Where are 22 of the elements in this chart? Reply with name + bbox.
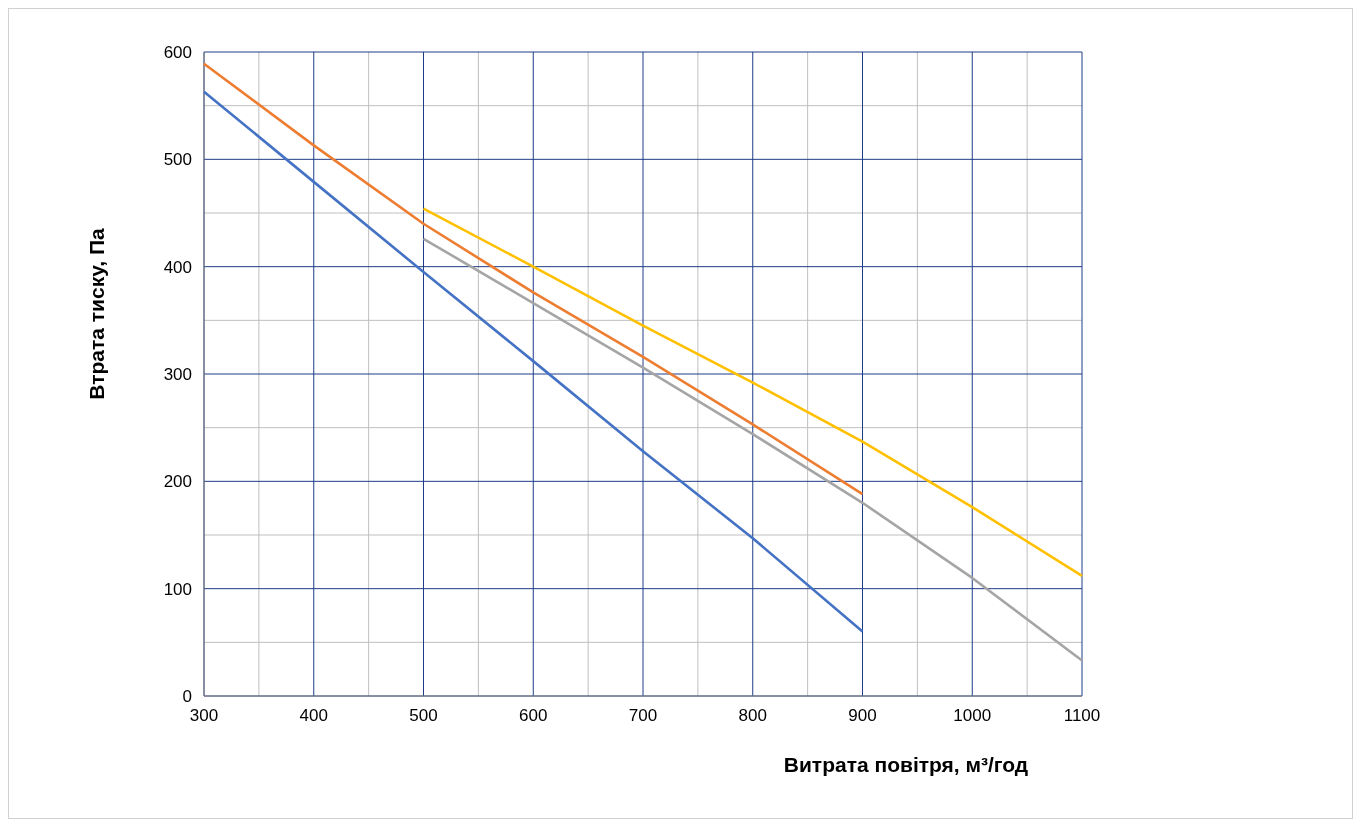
- y-tick-label: 400: [163, 257, 192, 277]
- x-tick-label: 1000: [953, 706, 992, 725]
- x-tick-label: 600: [519, 706, 548, 725]
- line-series: [202, 90, 864, 633]
- line-series: [422, 237, 1084, 662]
- line-series: [422, 207, 1084, 578]
- x-tick-label: 700: [628, 706, 658, 725]
- x-tick-label: 900: [848, 706, 877, 725]
- y-tick-label: 0: [182, 687, 192, 706]
- y-tick-label: 200: [163, 472, 192, 492]
- x-tick-label: 300: [189, 706, 219, 725]
- x-tick-label: 1100: [1063, 706, 1101, 725]
- y-tick-label: 500: [163, 150, 192, 170]
- line-series: [202, 62, 864, 496]
- x-tick-label: 500: [409, 706, 438, 725]
- x-tick-label: 400: [299, 706, 328, 725]
- y-tick-label: 600: [163, 43, 192, 62]
- y-tick-label: 300: [163, 365, 192, 384]
- y-tick-label: 100: [163, 579, 192, 599]
- y-axis-title: Втрата тиску, Па: [85, 227, 108, 400]
- x-axis-title: Витрата повітря, м³/год: [783, 753, 1029, 776]
- x-tick-label: 800: [738, 706, 767, 725]
